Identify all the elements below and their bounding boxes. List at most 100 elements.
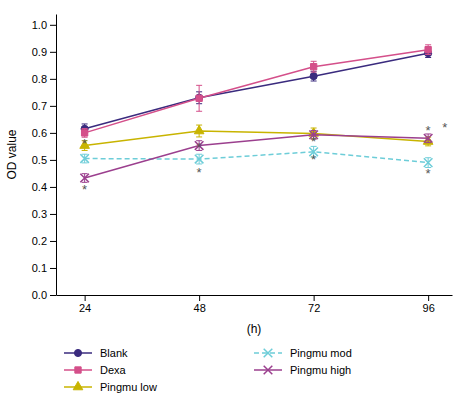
series — [80, 125, 433, 150]
series-line — [85, 50, 429, 133]
y-tick-label: 0.0 — [32, 289, 47, 301]
marker — [310, 73, 317, 80]
error-bar — [311, 61, 317, 72]
legend-item: Dexa — [64, 364, 127, 376]
y-tick-mark — [50, 214, 56, 215]
y-tick-label: 0.6 — [32, 127, 47, 139]
series-line — [85, 152, 429, 163]
y-tick-mark — [50, 160, 56, 161]
series-line — [85, 135, 429, 178]
y-tick: 0.7 — [32, 100, 56, 112]
y-tick: 0.9 — [32, 46, 56, 58]
x-axis-line — [57, 295, 453, 296]
x-axis: 24 48 72 96 — [57, 295, 453, 314]
x-tick: 24 — [79, 295, 91, 314]
marker — [194, 125, 204, 133]
y-tick-mark — [50, 106, 56, 107]
y-tick-label: 0.8 — [32, 73, 47, 85]
x-tick-mark — [428, 295, 429, 301]
x-tick-label: 48 — [194, 302, 206, 314]
y-tick: 1.0 — [32, 19, 56, 31]
y-tick-label: 0.1 — [32, 262, 47, 274]
legend-swatch-marker — [264, 349, 273, 358]
y-tick-label: 0.9 — [32, 46, 47, 58]
y-tick-mark — [50, 79, 56, 80]
annotation: * — [197, 140, 202, 155]
legend-swatch-marker — [264, 366, 273, 375]
legend-label: Dexa — [100, 364, 127, 376]
legend-swatch-marker — [73, 381, 83, 389]
x-tick: 96 — [423, 295, 435, 314]
y-tick-label: 0.7 — [32, 100, 47, 112]
legend-item: Blank — [64, 347, 128, 359]
y-tick-label: 0.3 — [32, 208, 47, 220]
y-tick: 0.3 — [32, 208, 56, 220]
legend-swatch-marker — [75, 367, 81, 373]
error-bar — [311, 71, 317, 81]
error-bar — [196, 85, 202, 111]
marker — [425, 47, 431, 53]
x-axis-title: (h) — [247, 322, 262, 336]
legend-item: Pingmu high — [254, 364, 351, 376]
y-tick: 0.5 — [32, 154, 56, 166]
legend: Blank Dexa Pingmu low Pingmu mod Pingmu high — [64, 347, 352, 393]
y-axis: 0.0 0.1 0.2 0.3 0.4 0.5 0.6 0.7 0.8 0.9 1.0 — [32, 15, 57, 302]
y-tick: 0.1 — [32, 262, 56, 274]
legend-item: Pingmu mod — [254, 347, 352, 359]
y-tick-mark — [50, 133, 56, 134]
y-tick-mark — [50, 241, 56, 242]
annotation: * — [82, 182, 87, 197]
marker — [80, 154, 89, 163]
legend-item: Pingmu low — [64, 381, 157, 393]
plot-area — [80, 45, 433, 183]
y-tick: 0.0 — [32, 289, 56, 301]
x-tick-label: 96 — [423, 302, 435, 314]
marker — [310, 64, 316, 70]
y-tick-label: 0.2 — [32, 235, 47, 247]
y-tick: 0.6 — [32, 127, 56, 139]
y-tick-label: 0.4 — [32, 181, 47, 193]
error-bar — [425, 45, 431, 55]
y-tick-mark — [50, 187, 56, 188]
annotation: * — [442, 120, 447, 135]
annotation: * — [82, 136, 87, 151]
y-tick-label: 1.0 — [32, 19, 47, 31]
annotation: * — [426, 166, 431, 181]
x-tick-mark — [314, 295, 315, 301]
marker — [195, 155, 204, 164]
legend-label: Pingmu low — [100, 381, 157, 393]
annotation: * — [311, 152, 316, 167]
marker — [196, 95, 202, 101]
annotation: * — [197, 165, 202, 180]
x-tick-mark — [85, 295, 86, 301]
annotations: * * * * * * * * * — [82, 120, 447, 197]
y-tick-label: 0.5 — [32, 154, 47, 166]
x-tick-label: 24 — [79, 302, 91, 314]
y-axis-line — [56, 15, 57, 296]
y-tick-mark — [50, 25, 56, 26]
y-tick: 0.8 — [32, 73, 56, 85]
annotation: * — [426, 123, 431, 138]
series — [80, 130, 432, 182]
annotation: * — [311, 134, 316, 149]
legend-label: Pingmu high — [290, 364, 351, 376]
y-tick-mark — [50, 268, 56, 269]
marker — [80, 174, 89, 183]
y-tick-mark — [50, 295, 56, 296]
series — [81, 49, 432, 134]
series-line — [85, 131, 429, 146]
y-tick: 0.4 — [32, 181, 56, 193]
y-axis-title: OD value — [5, 129, 19, 179]
chart: 24 48 72 96 0.0 0.1 0.2 0.3 0.4 0.5 0.6 0.7 0.8 0.9 1.… — [0, 0, 474, 413]
legend-label: Blank — [100, 347, 128, 359]
y-tick-mark — [50, 52, 56, 53]
x-tick-label: 72 — [308, 302, 320, 314]
legend-swatch-marker — [74, 349, 81, 356]
series — [81, 45, 431, 137]
y-tick: 0.2 — [32, 235, 56, 247]
legend-label: Pingmu mod — [290, 347, 352, 359]
marker — [196, 94, 203, 101]
x-tick: 72 — [308, 295, 320, 314]
x-tick: 48 — [194, 295, 206, 314]
x-tick-mark — [199, 295, 200, 301]
